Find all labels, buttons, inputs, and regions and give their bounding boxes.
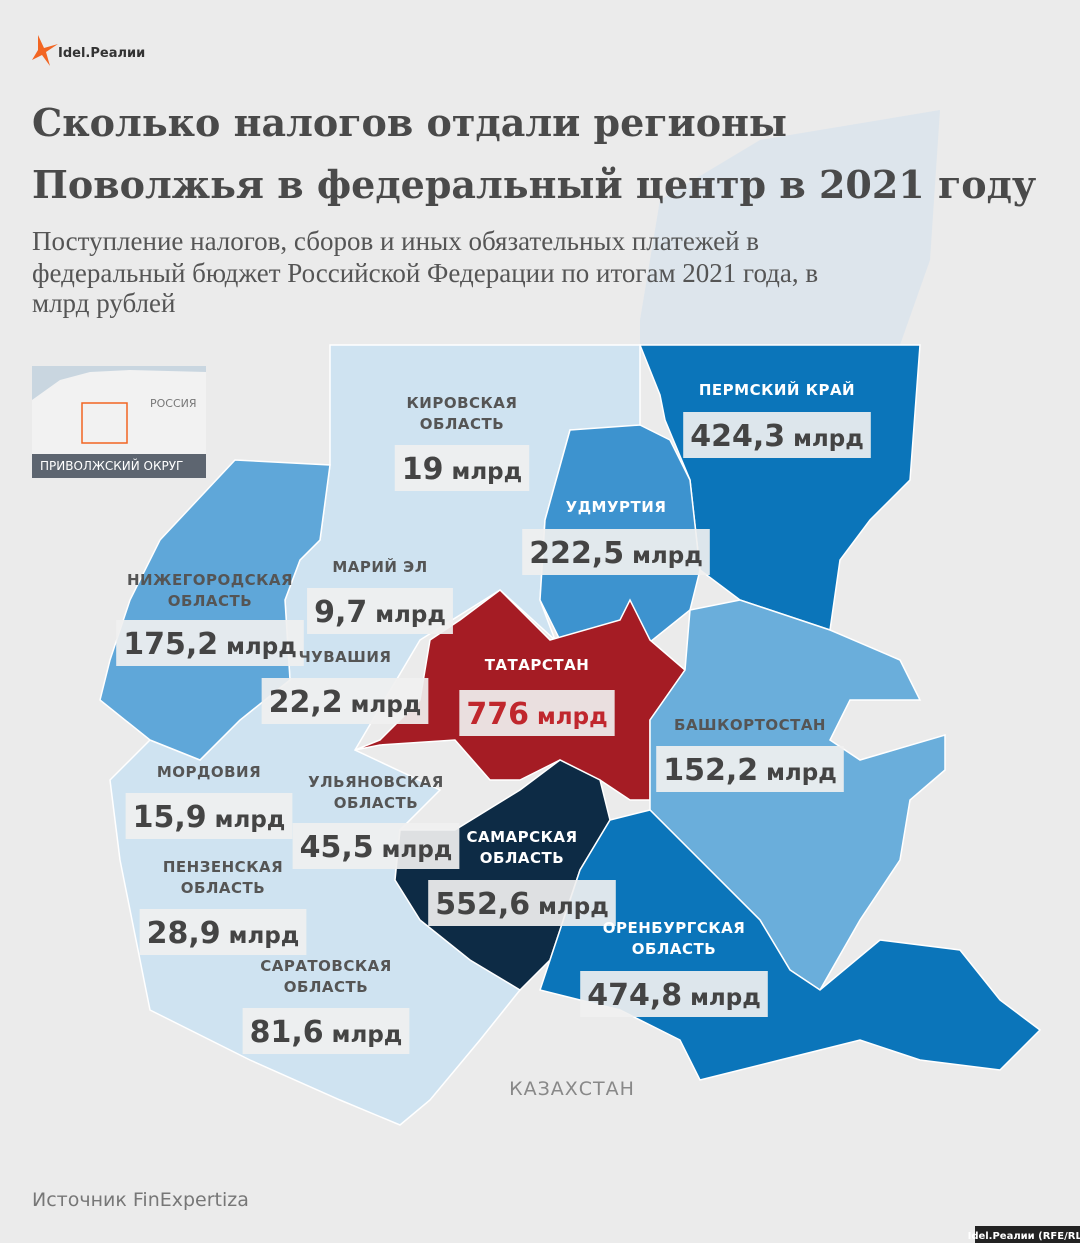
logo-mark xyxy=(32,35,58,66)
region-name: САМАРСКАЯ xyxy=(466,828,577,846)
neighbor-label: КАЗАХСТАН xyxy=(509,1078,635,1100)
region-name: МАРИЙ ЭЛ xyxy=(332,557,427,576)
region-name: МОРДОВИЯ xyxy=(157,763,261,781)
region-name: ТАТАРСТАН xyxy=(485,656,590,674)
inset-country: РОССИЯ xyxy=(150,397,197,410)
value-box xyxy=(522,529,710,575)
region-value: 474,8 xyxy=(587,978,682,1013)
faded-region xyxy=(640,110,940,345)
region-name: ЧУВАШИЯ xyxy=(299,648,392,666)
region-unit: млрд xyxy=(351,692,422,718)
region-name: ПЕРМСКИЙ КРАЙ xyxy=(699,380,855,399)
value-box xyxy=(292,823,460,869)
region-unit: млрд xyxy=(332,1022,403,1048)
value-box xyxy=(394,445,530,491)
region-unit: млрд xyxy=(690,985,761,1011)
source: Источник FinExpertiza xyxy=(32,1189,249,1211)
region-value: 222,5 xyxy=(529,536,624,571)
region-name: ОБЛАСТЬ xyxy=(334,794,418,812)
region-value: 552,6 xyxy=(435,887,530,922)
region-name: УЛЬЯНОВСКАЯ xyxy=(308,773,444,791)
region-unit: млрд xyxy=(226,634,297,660)
title-line: Сколько налогов отдали регионы xyxy=(32,100,787,145)
logo-text: Idel.Реалии xyxy=(58,46,145,61)
region-name: ОБЛАСТЬ xyxy=(284,978,368,996)
region-value: 152,2 xyxy=(663,753,758,788)
value-box xyxy=(459,690,615,736)
region-value: 22,2 xyxy=(269,685,343,720)
region-value: 15,9 xyxy=(133,800,207,835)
value-box xyxy=(656,746,844,792)
region-unit: млрд xyxy=(382,837,453,863)
value-box xyxy=(139,909,307,955)
region-value: 19 xyxy=(402,452,444,487)
region-value: 424,3 xyxy=(690,419,785,454)
inset-land xyxy=(32,370,206,454)
region-unit: млрд xyxy=(766,760,837,786)
title-line: Поволжья в федеральный центр в 2021 году xyxy=(32,162,1036,207)
region-value: 81,6 xyxy=(250,1015,324,1050)
value-box xyxy=(261,678,429,724)
region-name: ОРЕНБУРГСКАЯ xyxy=(603,919,746,937)
inset-map: РОССИЯ ПРИВОЛЖСКИЙ ОКРУГ xyxy=(32,366,206,478)
credit: Idel.Реалии (RFE/RL) xyxy=(968,1231,1080,1242)
map: КИРОВСКАЯ ОБЛАСТЬ 19 млрд ПЕРМСКИЙ КРАЙ 424,3… xyxy=(99,344,1042,1126)
logo: Idel.Реалии xyxy=(32,35,145,66)
value-box xyxy=(580,971,768,1017)
region-unit: млрд xyxy=(632,543,703,569)
region-name: ОБЛАСТЬ xyxy=(420,415,504,433)
subtitle-line: Поступление налогов, сборов и иных обяза… xyxy=(32,226,759,256)
region-name: НИЖЕГОРОДСКАЯ xyxy=(127,571,293,589)
region-value: 45,5 xyxy=(300,830,374,865)
inset-caption: ПРИВОЛЖСКИЙ ОКРУГ xyxy=(40,458,183,473)
credit-bg xyxy=(975,1226,1080,1243)
region-name: УДМУРТИЯ xyxy=(566,498,667,516)
region-name: ОБЛАСТЬ xyxy=(480,849,564,867)
region-unit: млрд xyxy=(538,894,609,920)
region-name: БАШКОРТОСТАН xyxy=(674,716,826,734)
region-name: ОБЛАСТЬ xyxy=(632,940,716,958)
region-name: ПЕНЗЕНСКАЯ xyxy=(163,858,283,876)
value-box xyxy=(428,880,616,926)
region-name: КИРОВСКАЯ xyxy=(407,394,518,412)
value-box xyxy=(116,620,304,666)
value-box xyxy=(125,793,293,839)
region-unit: млрд xyxy=(537,704,608,730)
region-value: 776 xyxy=(466,697,529,732)
inset-frame xyxy=(81,402,128,444)
region-unit: млрд xyxy=(452,459,523,485)
value-box xyxy=(307,588,453,634)
value-box xyxy=(683,412,871,458)
region-unit: млрд xyxy=(793,426,864,452)
region-name: САРАТОВСКАЯ xyxy=(260,957,392,975)
region-value: 175,2 xyxy=(123,627,218,662)
region-value: 9,7 xyxy=(314,595,367,630)
region-unit: млрд xyxy=(229,923,300,949)
region-value: 28,9 xyxy=(147,916,221,951)
region-name: ОБЛАСТЬ xyxy=(181,879,265,897)
value-box xyxy=(242,1008,410,1054)
inset-caption-bg xyxy=(32,454,206,478)
region-name: ОБЛАСТЬ xyxy=(168,592,252,610)
subtitle-line: федеральный бюджет Российской Федерации … xyxy=(32,258,818,288)
region-unit: млрд xyxy=(375,602,446,628)
region-unit: млрд xyxy=(215,807,286,833)
subtitle-line: млрд рублей xyxy=(32,288,175,318)
